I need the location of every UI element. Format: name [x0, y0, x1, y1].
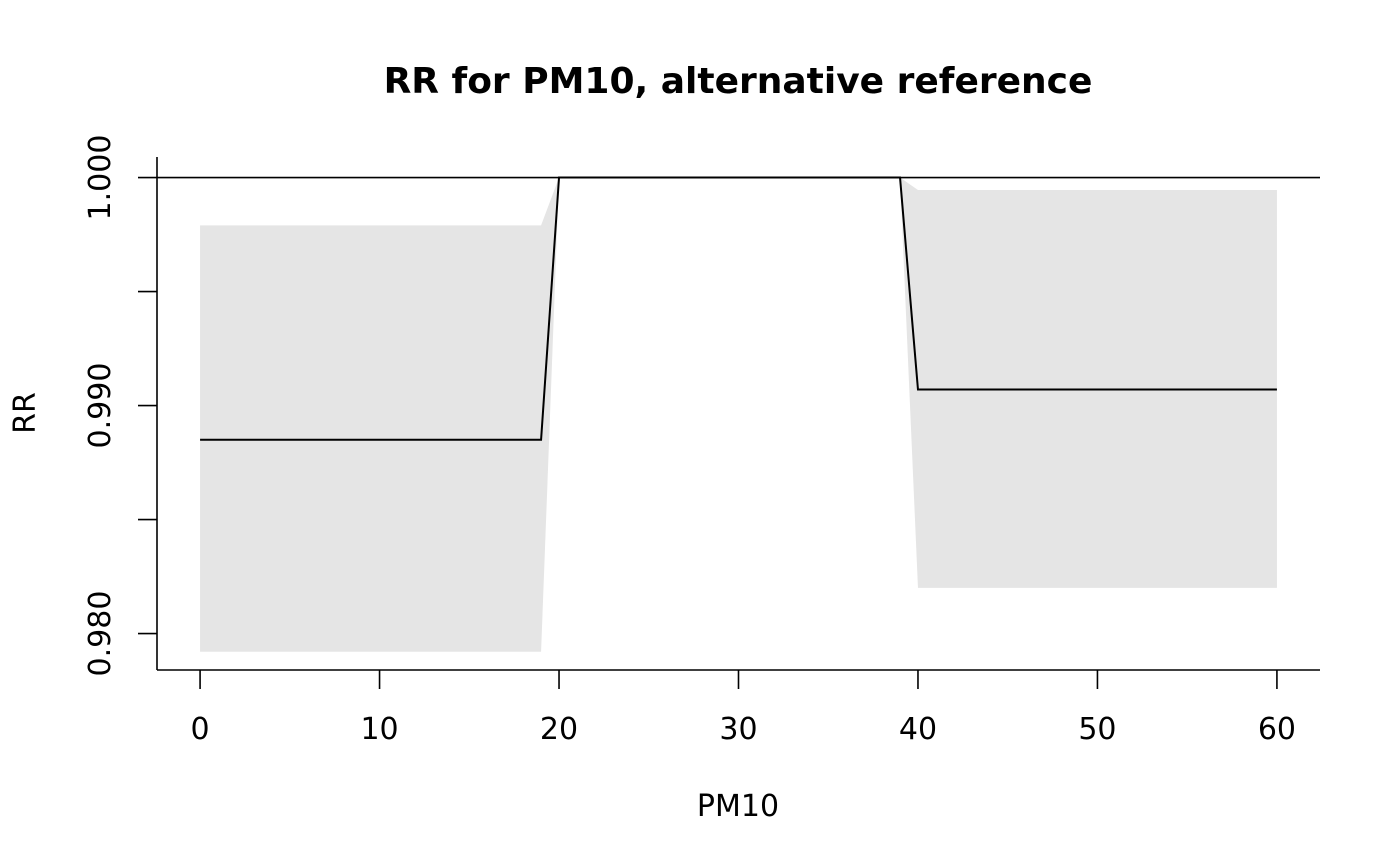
x-axis-label: PM10 — [697, 789, 779, 824]
confidence-band — [200, 177, 1277, 652]
y-tick-label: 0.990 — [83, 363, 118, 449]
x-tick-label: 50 — [1078, 712, 1116, 747]
y-tick-label: 0.980 — [83, 591, 118, 677]
x-axis: 0 10 20 30 40 50 60 — [157, 669, 1320, 747]
y-axis-label: RR — [8, 392, 43, 434]
x-tick-label: 0 — [191, 712, 210, 747]
x-tick-label: 30 — [719, 712, 757, 747]
x-tick-label: 20 — [540, 712, 578, 747]
y-axis: 0.980 0.990 1.000 — [83, 135, 158, 677]
x-tick-label: 10 — [360, 712, 398, 747]
series-line-layer — [200, 176, 1277, 441]
x-tick-label: 60 — [1258, 712, 1296, 747]
x-tick-label: 40 — [899, 712, 937, 747]
series-line — [200, 176, 1277, 441]
confidence-band-layer — [200, 177, 1277, 652]
y-tick-label: 1.000 — [83, 135, 118, 221]
chart-title: RR for PM10, alternative reference — [384, 61, 1093, 102]
